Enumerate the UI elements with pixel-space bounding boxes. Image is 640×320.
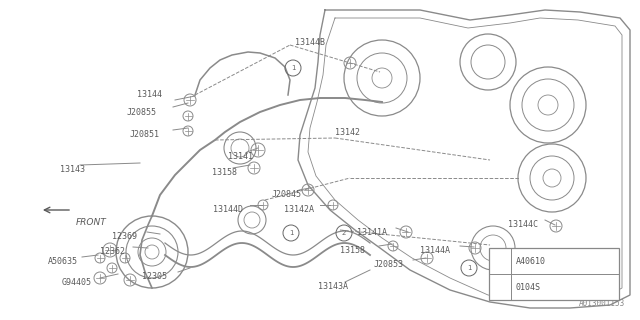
Text: 13144B: 13144B xyxy=(295,38,325,47)
Text: 13144D: 13144D xyxy=(213,205,243,214)
Text: 2: 2 xyxy=(342,230,346,236)
Text: 13141: 13141 xyxy=(228,152,253,161)
Text: 13143: 13143 xyxy=(60,165,85,174)
Text: 13144C: 13144C xyxy=(508,220,538,229)
Text: 13144A: 13144A xyxy=(420,246,450,255)
Text: A50635: A50635 xyxy=(48,257,78,266)
Text: 13158: 13158 xyxy=(340,246,365,255)
Text: 12362: 12362 xyxy=(100,247,125,256)
Text: 1: 1 xyxy=(498,258,502,264)
Text: J20855: J20855 xyxy=(127,108,157,117)
Text: A40610: A40610 xyxy=(516,257,546,266)
Text: 13142: 13142 xyxy=(335,128,360,137)
Text: 0104S: 0104S xyxy=(516,283,541,292)
Text: FRONT: FRONT xyxy=(76,218,107,227)
Text: 2: 2 xyxy=(498,284,502,290)
Text: 13158: 13158 xyxy=(212,168,237,177)
Text: 12369: 12369 xyxy=(112,232,137,241)
Text: 1: 1 xyxy=(289,230,293,236)
Text: 13143A: 13143A xyxy=(318,282,348,291)
Text: J20851: J20851 xyxy=(130,130,160,139)
Text: 1: 1 xyxy=(291,65,295,71)
Text: 12305: 12305 xyxy=(142,272,167,281)
Text: 13144: 13144 xyxy=(137,90,162,99)
Text: 13141A: 13141A xyxy=(357,228,387,237)
Text: G94405: G94405 xyxy=(62,278,92,287)
Text: 1: 1 xyxy=(467,265,471,271)
FancyBboxPatch shape xyxy=(489,248,619,300)
Text: J20853: J20853 xyxy=(374,260,404,269)
Text: A013001153: A013001153 xyxy=(579,299,625,308)
Text: J20845: J20845 xyxy=(272,190,302,199)
Text: 13142A: 13142A xyxy=(284,205,314,214)
